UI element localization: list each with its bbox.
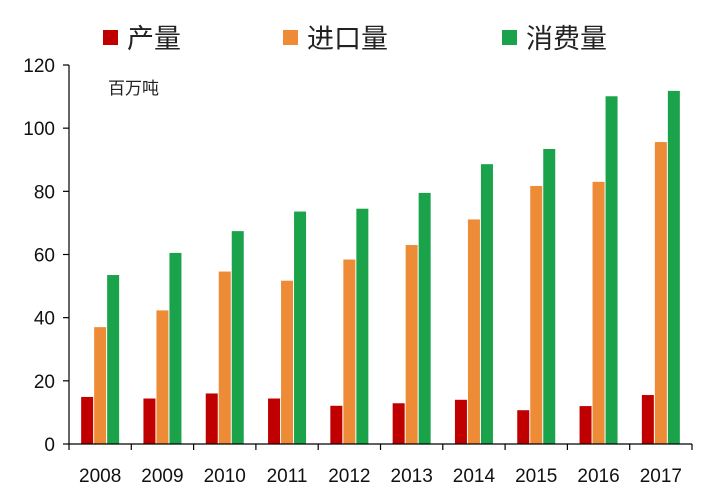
y-ticks-group: 0 20 40 60 80 100 120 <box>23 56 69 456</box>
x-tick-label: 2017 <box>640 466 682 487</box>
bar-2012-产量 <box>330 405 343 444</box>
legend-swatch-产量 <box>103 30 118 45</box>
bar-2015-消费量 <box>543 149 556 445</box>
bar-2013-进口量 <box>405 245 418 444</box>
legend-label-进口量: 进口量 <box>307 24 388 55</box>
bar-2009-进口量 <box>156 310 169 444</box>
bar-2009-消费量 <box>169 252 182 444</box>
y-tick-label: 20 <box>34 372 55 393</box>
bar-2010-进口量 <box>218 271 231 444</box>
bar-2010-产量 <box>205 393 218 444</box>
bar-2013-消费量 <box>418 192 431 444</box>
x-tick-label: 2009 <box>141 466 183 487</box>
bar-2012-消费量 <box>356 208 369 444</box>
x-tick-label: 2011 <box>267 466 308 487</box>
bar-2016-消费量 <box>605 96 618 444</box>
legend: 产量 进口量 消费量 <box>103 24 607 55</box>
bar-2016-产量 <box>579 406 592 444</box>
bar-2016-进口量 <box>592 181 605 444</box>
bar-2017-产量 <box>641 395 654 444</box>
y-tick-label: 100 <box>23 119 55 140</box>
bar-2013-产量 <box>392 403 405 444</box>
y-tick-label: 60 <box>34 246 55 267</box>
bar-2008-产量 <box>81 396 94 444</box>
bar-2017-进口量 <box>654 142 667 444</box>
bar-2014-进口量 <box>467 219 480 444</box>
x-tick-label: 2013 <box>391 466 433 487</box>
x-ticks-group: 2008 2009 2010 2011 2012 2013 2014 2015 2016 2017 <box>68 444 693 487</box>
y-tick-label: 0 <box>44 435 55 456</box>
x-tick-label: 2015 <box>515 466 557 487</box>
bars-group <box>81 90 680 445</box>
bar-2011-产量 <box>268 398 281 444</box>
x-tick-label: 2010 <box>204 466 246 487</box>
bar-2015-进口量 <box>530 185 543 444</box>
bar-2010-消费量 <box>231 231 244 444</box>
legend-swatch-消费量 <box>502 30 517 45</box>
x-tick-label: 2012 <box>328 466 370 487</box>
legend-swatch-进口量 <box>283 30 298 45</box>
bar-2009-产量 <box>143 398 156 444</box>
y-tick-label: 80 <box>34 182 55 203</box>
x-tick-label: 2008 <box>79 466 121 487</box>
bar-2015-产量 <box>517 410 530 444</box>
legend-label-消费量: 消费量 <box>526 24 607 55</box>
bar-2008-消费量 <box>107 275 120 444</box>
legend-label-产量: 产量 <box>127 24 181 55</box>
y-tick-label: 40 <box>34 309 55 330</box>
bar-2011-消费量 <box>294 211 307 444</box>
bar-2017-消费量 <box>667 90 680 445</box>
y-axis-unit-label: 百万吨 <box>108 79 159 99</box>
bar-2014-消费量 <box>480 164 493 444</box>
x-tick-label: 2016 <box>577 466 619 487</box>
bar-2008-进口量 <box>94 327 107 444</box>
bar-2012-进口量 <box>343 259 356 444</box>
bar-2014-产量 <box>454 399 467 444</box>
x-tick-label: 2014 <box>453 466 496 487</box>
y-tick-label: 120 <box>23 56 55 77</box>
bar-2011-进口量 <box>281 280 294 444</box>
